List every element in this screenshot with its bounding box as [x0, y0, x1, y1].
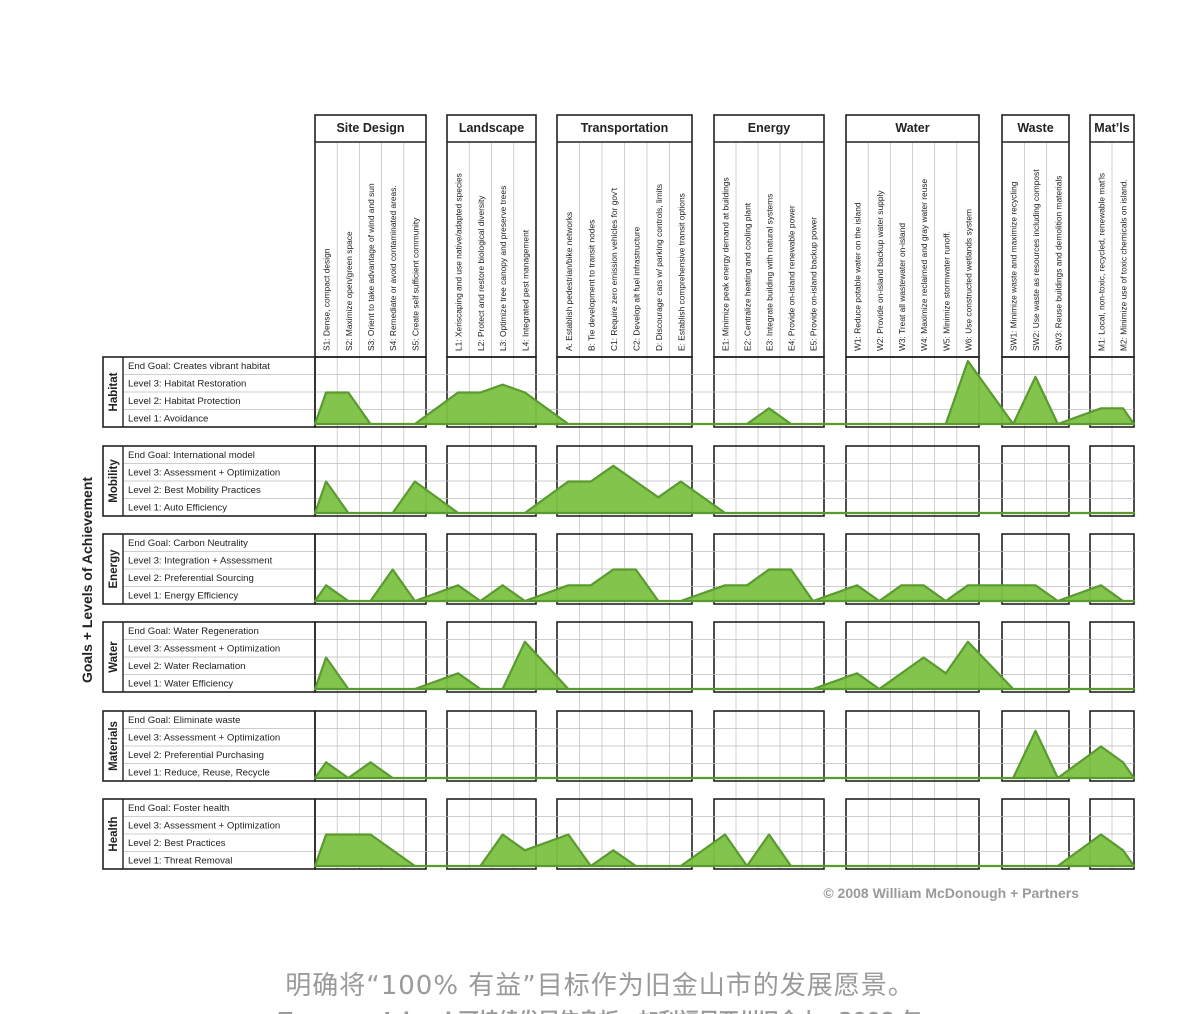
category-5: Waste SW1: Minimize waste and maximize re…: [1001, 114, 1070, 358]
strategy-label: L4: Integrated pest management: [520, 229, 530, 351]
strategy-label: W2: Provide on-island backup water suppl…: [875, 190, 885, 351]
strategy-label: E2: Centralize heating and cooling plant: [743, 202, 753, 351]
level-label: Level 3: Integration + Assessment: [128, 555, 273, 566]
level-label: Level 2: Water Reclamation: [128, 661, 246, 672]
strategy-label: L1: Xeriscaping and use native/adapted s…: [454, 173, 464, 351]
achievement-profile: [313, 568, 1136, 603]
level-label: End Goal: International model: [128, 450, 255, 461]
level-label: End Goal: Eliminate waste: [128, 715, 241, 726]
goal-label-frame: [102, 710, 316, 782]
goal-label-frame: [102, 533, 316, 605]
achievement-profile: [313, 464, 1136, 515]
strategy-label: W6: Use constructed wetlands system: [963, 209, 973, 351]
achievement-profile: [313, 640, 1136, 691]
strategy-label: SW2: Use waste as resources including co…: [1031, 169, 1041, 351]
goal-label-frame: [102, 621, 316, 693]
strategy-label: C1: Require zero emission vehicles for g…: [609, 187, 619, 351]
strategy-label: W3: Treat all wastewater on-island: [897, 223, 907, 351]
achievement-profile: [313, 359, 1136, 426]
level-label: Level 1: Auto Efficiency: [128, 502, 227, 513]
level-label: Level 3: Assessment + Optimization: [128, 467, 280, 478]
category-1: Landscape L1: Xeriscaping and use native/…: [446, 114, 537, 358]
level-label: Level 1: Reduce, Reuse, Recycle: [128, 767, 270, 778]
strategy-label: A: Establish pedestrian/bike networks: [564, 212, 574, 351]
goal-name: Materials: [108, 721, 120, 771]
caption: 明确将“100% 有益”目标作为旧金山市的发展愿景。 Treasure Isla…: [0, 960, 1200, 1014]
achievement-profile: [313, 833, 1136, 868]
strategy-label: E1: Minimize peak energy demand at build…: [721, 177, 731, 351]
strategy-label: S1: Dense, compact design: [322, 248, 332, 351]
strategy-label: M2: Minimize use of toxic chemicals on i…: [1119, 179, 1129, 351]
strategy-label: S3: Orient to take advantage of wind and…: [366, 183, 376, 351]
goal-band-energy: Energy End Goal: Carbon Neutrality Level 3…: [102, 533, 1136, 605]
goal-label-frame: [102, 798, 316, 870]
column-guides: [336, 142, 1113, 869]
level-label: End Goal: Creates vibrant habitat: [128, 361, 270, 372]
level-label: Level 3: Habitat Restoration: [128, 378, 246, 389]
level-label: Level 1: Energy Efficiency: [128, 590, 238, 601]
strategy-label: M1: Local, non-toxic, recycled, renewabl…: [1097, 173, 1107, 351]
category-2: Transportation A: Establish pedestrian/bi…: [556, 114, 693, 358]
strategy-label: W1: Reduce potable water on the island: [853, 202, 863, 351]
goal-name: Energy: [108, 549, 120, 589]
strategy-label: E4: Provide on-island renewable power: [787, 205, 797, 351]
achievement-profile: [313, 729, 1136, 780]
goal-band-mobility: Mobility End Goal: International model Lev…: [102, 445, 1136, 517]
goal-label-frame: [102, 445, 316, 517]
strategy-label: E5: Provide on-island backup power: [809, 217, 819, 351]
strategy-label: SW3: Reuse buildings and demolition mate…: [1053, 176, 1063, 352]
level-label: End Goal: Carbon Neutrality: [128, 538, 248, 549]
category-title: Water: [895, 121, 929, 135]
copyright: © 2008 William McDonough + Partners: [823, 885, 1079, 901]
goal-band-materials: Materials End Goal: Eliminate waste Level …: [102, 710, 1136, 782]
level-label: Level 2: Best Mobility Practices: [128, 485, 261, 496]
goal-band-health: Health End Goal: Foster health Level 3: As…: [102, 798, 1136, 870]
strategy-label: E3: Integrate building with natural syst…: [765, 194, 775, 351]
level-label: Level 1: Water Efficiency: [128, 678, 233, 689]
y-axis-title: Goals + Levels of Achievement: [79, 477, 95, 683]
category-title: Transportation: [581, 121, 669, 135]
strategy-label: W5: Minimize stormwater runoff.: [941, 231, 951, 351]
strategy-label: L2: Protect and restore biological diver…: [476, 195, 486, 351]
level-label: Level 1: Avoidance: [128, 413, 208, 424]
category-3: Energy E1: Minimize peak energy demand at…: [713, 114, 825, 358]
caption-main: 明确将“100% 有益”目标作为旧金山市的发展愿景。: [285, 971, 915, 1001]
strategy-label: B: Tie development to transit nodes: [586, 220, 596, 351]
strategy-label: L3: Optimize tree canopy and preserve tr…: [498, 186, 508, 351]
strategy-label: S5: Create self sufficient community: [410, 217, 420, 351]
level-label: Level 3: Assessment + Optimization: [128, 732, 280, 743]
goal-name: Health: [108, 816, 120, 851]
strategy-label: S2: Maximize open/green space: [344, 231, 354, 351]
level-label: Level 3: Assessment + Optimization: [128, 643, 280, 654]
goal-band-water: Water End Goal: Water Regeneration Level 3…: [102, 621, 1136, 693]
goal-label-frame: [102, 356, 316, 428]
category-title: Waste: [1017, 121, 1053, 135]
sustainability-matrix: Site Design S1: Dense, compact design S2: …: [79, 114, 1136, 901]
level-label: Level 3: Assessment + Optimization: [128, 820, 280, 831]
caption-sub: Treasure Island 可持续发展信息板：加利福尼亚州旧金山：2008 …: [0, 1004, 1200, 1014]
level-label: Level 2: Preferential Sourcing: [128, 573, 254, 584]
category-title: Landscape: [459, 121, 524, 135]
strategy-label: C2: Develop alt fuel infrastructure: [631, 226, 641, 351]
level-label: Level 2: Best Practices: [128, 838, 226, 849]
category-0: Site Design S1: Dense, compact design S2: …: [314, 114, 427, 358]
level-label: End Goal: Foster health: [128, 803, 229, 814]
level-label: Level 2: Habitat Protection: [128, 396, 241, 407]
goal-name: Habitat: [108, 372, 120, 411]
category-title: Mat’ls: [1094, 121, 1129, 135]
category-title: Site Design: [336, 121, 404, 135]
category-title: Energy: [748, 121, 790, 135]
strategy-label: SW1: Minimize waste and maximize recycli…: [1009, 181, 1019, 351]
strategy-label: D: Discourage cars w/ parking controls, …: [654, 184, 664, 351]
goal-band-habitat: Habitat End Goal: Creates vibrant habitat…: [102, 356, 1136, 428]
goal-name: Water: [108, 641, 120, 673]
level-label: End Goal: Water Regeneration: [128, 626, 259, 637]
level-label: Level 2: Preferential Purchasing: [128, 750, 264, 761]
strategy-label: E: Establish comprehensive transit optio…: [676, 193, 686, 351]
level-label: Level 1: Threat Removal: [128, 855, 232, 866]
goal-name: Mobility: [108, 459, 120, 503]
strategy-label: S4: Remediate or avoid contaminated area…: [388, 185, 398, 351]
strategy-label: W4: Maximize reclaimed and gray water re…: [919, 178, 929, 351]
